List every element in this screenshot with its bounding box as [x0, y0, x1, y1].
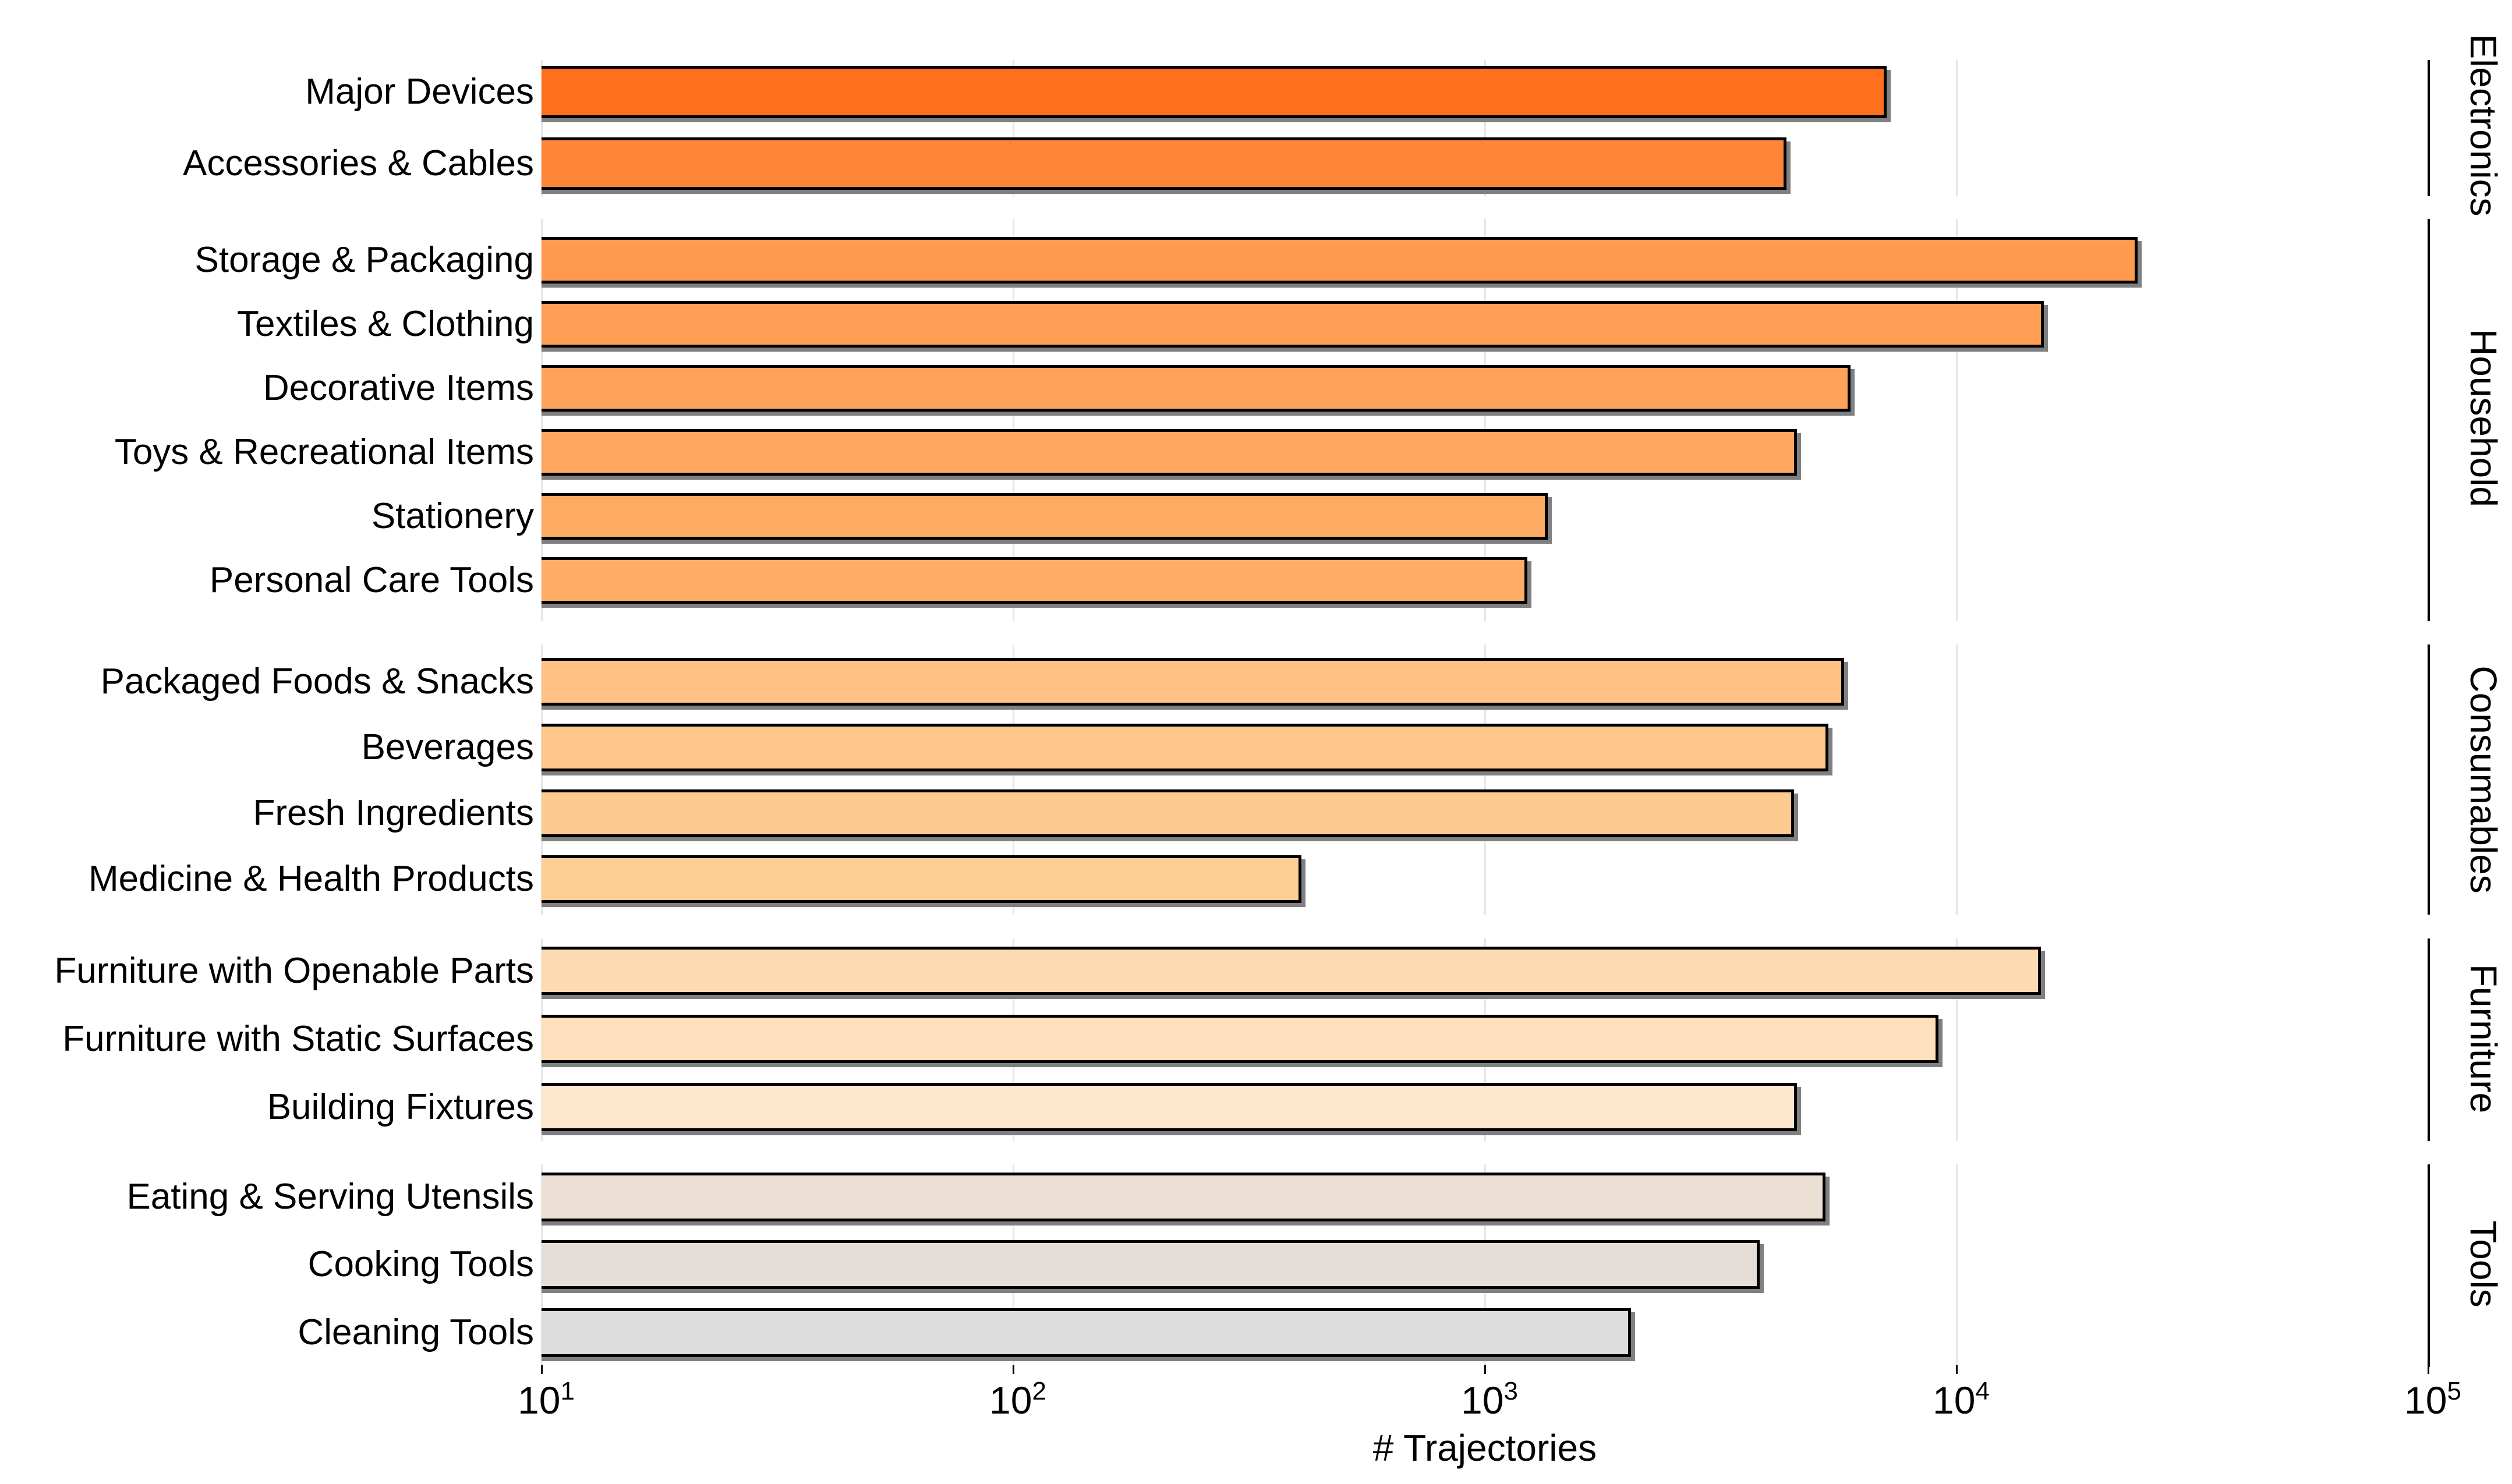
category-label: Accessories & Cables	[182, 143, 534, 183]
category-label: Fresh Ingredients	[253, 793, 534, 833]
x-tick-label: 105	[2404, 1379, 2461, 1422]
x-tick-label: 103	[1461, 1379, 1518, 1422]
tick-exponent: 3	[1503, 1377, 1518, 1405]
gridline	[1484, 60, 1486, 196]
bar-fill	[542, 429, 1798, 476]
bar-fill	[542, 1173, 1826, 1221]
bar-fill	[542, 66, 1887, 118]
bar-fill	[542, 301, 2044, 348]
bar-fill	[542, 557, 1527, 604]
tick-exponent: 4	[1975, 1377, 1990, 1405]
tick-base: 10	[1461, 1379, 1504, 1422]
category-label: Personal Care Tools	[209, 560, 534, 600]
gridline	[1956, 938, 1958, 1141]
tick-base: 10	[989, 1379, 1032, 1422]
x-tick-label: 101	[518, 1379, 575, 1422]
category-label: Textiles & Clothing	[236, 304, 534, 344]
x-tick	[541, 1365, 543, 1374]
group-label: Tools	[2463, 1220, 2504, 1308]
category-label: Stationery	[371, 496, 534, 536]
group-bracket-line	[2428, 1164, 2430, 1367]
category-label: Toys & Recreational Items	[114, 432, 534, 472]
group-bracket-line	[2428, 938, 2430, 1141]
category-label: Packaged Foods & Snacks	[100, 661, 534, 702]
group-bracket-line	[2428, 644, 2430, 915]
group-bracket-line	[2428, 60, 2430, 196]
gridline	[541, 644, 543, 915]
x-tick	[1013, 1365, 1014, 1374]
x-tick-label: 104	[1933, 1379, 1990, 1422]
gridline	[1484, 644, 1486, 915]
bar-fill	[542, 1308, 1631, 1357]
gridline	[1484, 219, 1486, 621]
gridline	[1013, 60, 1014, 196]
bar-fill	[542, 1015, 1939, 1063]
bar-fill	[542, 365, 1851, 412]
gridline	[1956, 219, 1958, 621]
bar-fill	[542, 1240, 1760, 1289]
tick-base: 10	[518, 1379, 561, 1422]
category-label: Eating & Serving Utensils	[126, 1177, 534, 1217]
category-label: Furniture with Static Surfaces	[62, 1018, 534, 1059]
category-label: Cleaning Tools	[298, 1312, 534, 1352]
group-bracket-line	[2428, 219, 2430, 621]
group-label: Electronics	[2463, 34, 2504, 217]
category-label: Major Devices	[305, 72, 534, 112]
group-label: Household	[2463, 329, 2504, 507]
x-tick	[1956, 1365, 1958, 1374]
category-label: Cooking Tools	[307, 1244, 534, 1284]
gridline	[541, 219, 543, 621]
category-label: Building Fixtures	[267, 1086, 534, 1127]
bar-fill	[542, 724, 1828, 771]
gridline	[1956, 60, 1958, 196]
x-tick	[2428, 1365, 2429, 1374]
group-label: Furniture	[2463, 964, 2504, 1114]
bar-fill	[542, 1083, 1798, 1131]
category-label: Beverages	[361, 727, 534, 767]
tick-exponent: 5	[2447, 1377, 2461, 1405]
gridline	[1013, 644, 1014, 915]
gridline	[1956, 644, 1958, 915]
category-label: Decorative Items	[263, 368, 534, 408]
x-tick	[1484, 1365, 1486, 1374]
tick-exponent: 1	[560, 1377, 575, 1405]
gridline	[1013, 219, 1014, 621]
x-axis-label: # Trajectories	[1372, 1427, 1597, 1469]
bar-fill	[542, 658, 1845, 706]
gridline	[1956, 1164, 1958, 1367]
gridline	[541, 60, 543, 196]
x-tick-label: 102	[989, 1379, 1046, 1422]
tick-base: 10	[2404, 1379, 2447, 1422]
bar-fill	[542, 493, 1548, 540]
group-label: Consumables	[2463, 665, 2504, 894]
bar-fill	[542, 947, 2041, 995]
bar-fill	[542, 237, 2138, 284]
tick-exponent: 2	[1032, 1377, 1046, 1405]
bar-fill	[542, 789, 1795, 837]
bar-fill	[542, 137, 1786, 190]
bar-fill	[542, 855, 1301, 903]
category-label: Medicine & Health Products	[88, 859, 534, 899]
tick-base: 10	[1933, 1379, 1976, 1422]
category-label: Furniture with Openable Parts	[54, 950, 534, 991]
category-label: Storage & Packaging	[194, 240, 535, 280]
